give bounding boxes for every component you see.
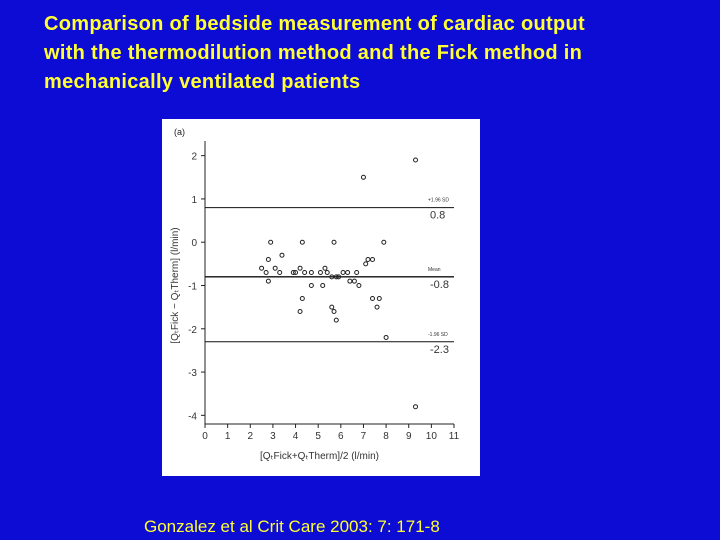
data-point [363, 261, 369, 267]
x-tick-label: 2 [247, 431, 253, 442]
data-point [370, 295, 376, 301]
x-tick-label: 10 [426, 431, 438, 442]
data-point [297, 308, 303, 314]
data-point [374, 304, 380, 310]
x-tick-label: 7 [361, 431, 367, 442]
x-tick-label: 6 [338, 431, 344, 442]
data-point [265, 278, 271, 284]
y-tick-label: 2 [191, 152, 197, 163]
x-tick-label: 0 [202, 431, 208, 442]
data-point [322, 265, 328, 271]
data-point [413, 404, 419, 410]
data-point [263, 270, 269, 276]
data-point [413, 157, 419, 163]
title-line-1: Comparison of bedside measurement of car… [44, 13, 585, 35]
x-axis-label: [QₜFick+QₜTherm]/2 (l/min) [260, 451, 379, 462]
data-point [299, 295, 305, 301]
data-point [329, 274, 335, 280]
x-tick-label: 11 [449, 431, 460, 442]
slide-title: Comparison of bedside measurement of car… [44, 10, 704, 97]
data-point [336, 274, 342, 280]
x-tick-label: 5 [315, 431, 321, 442]
x-tick-label: 3 [270, 431, 276, 442]
data-point [360, 174, 366, 180]
data-point [293, 270, 299, 276]
citation: Gonzalez et al Crit Care 2003: 7: 171-8 [144, 517, 440, 536]
reference-line-label: -1.96 SD [428, 332, 448, 338]
x-tick-label: 4 [293, 431, 299, 442]
reference-line-label: Mean [428, 267, 441, 273]
y-tick-label: -2 [188, 325, 197, 336]
bland-altman-chart: (a) 0 1 2 3 4 5 6 7 8 9 10 11 2 1 0 -1 -2 -3 -4 +1.96 SD 0.8 M… [162, 119, 480, 476]
data-point [299, 239, 305, 245]
reference-line-label: +1.96 SD [428, 198, 449, 204]
data-point [331, 239, 337, 245]
data-point [290, 270, 296, 276]
reference-line-value: 0.8 [430, 210, 445, 222]
data-point [317, 270, 323, 276]
data-point [381, 239, 387, 245]
data-point [329, 304, 335, 310]
data-point [272, 265, 278, 271]
reference-line-value: -0.8 [430, 279, 449, 291]
y-tick-label: 1 [191, 195, 197, 206]
data-point [279, 252, 285, 258]
data-point [351, 278, 357, 284]
data-point [376, 295, 382, 301]
panel-label: (a) [174, 127, 185, 137]
data-point [347, 278, 353, 284]
data-point [333, 317, 339, 323]
reference-line-value: -2.3 [430, 344, 449, 356]
data-point [354, 270, 360, 276]
data-point [383, 334, 389, 340]
data-point [259, 265, 265, 271]
data-point [324, 270, 330, 276]
data-point [308, 270, 314, 276]
data-point [302, 270, 308, 276]
data-point [331, 308, 337, 314]
data-point [265, 257, 271, 263]
x-tick-label: 8 [383, 431, 389, 442]
x-tick-label: 9 [406, 431, 412, 442]
y-tick-label: -3 [188, 368, 197, 379]
data-point [333, 274, 339, 280]
y-tick-label: 0 [191, 238, 197, 249]
y-axis-label: [QₜFick − QₜTherm] (l/min) [170, 227, 181, 343]
data-point [356, 283, 362, 288]
data-point [320, 283, 326, 288]
data-point [308, 283, 314, 288]
data-point [365, 257, 371, 263]
title-line-2: with the thermodilution method and the F… [44, 42, 583, 64]
data-point [370, 257, 376, 263]
y-tick-label: -1 [188, 282, 197, 293]
data-point [297, 265, 303, 271]
data-point [345, 270, 351, 276]
data-point [277, 270, 283, 276]
title-line-3: mechanically ventilated patients [44, 71, 361, 93]
data-point [268, 239, 274, 245]
data-point [340, 270, 346, 276]
y-tick-label: -4 [188, 411, 197, 422]
x-tick-label: 1 [225, 431, 231, 442]
